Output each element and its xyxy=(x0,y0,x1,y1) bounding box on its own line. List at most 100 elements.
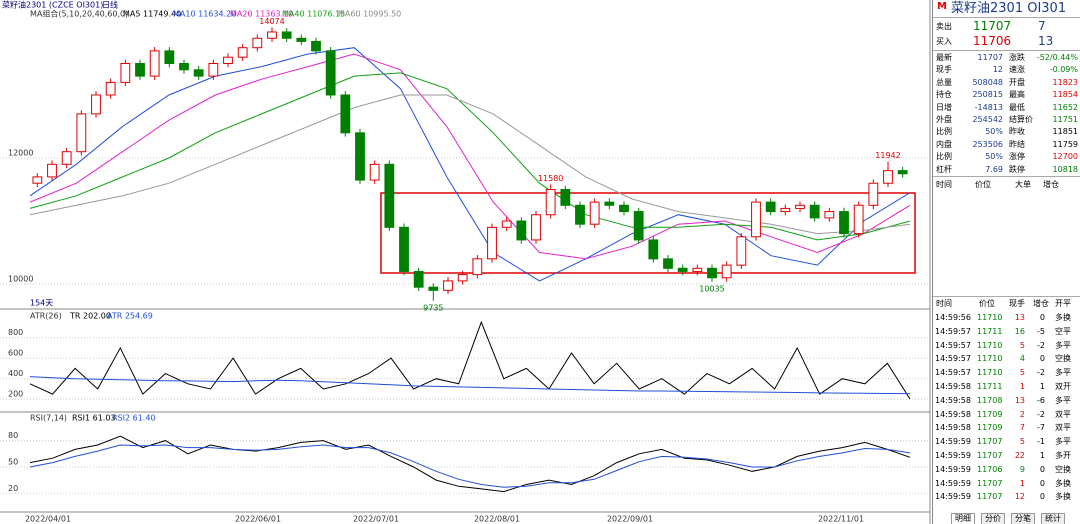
tick-volume: 13 xyxy=(1014,313,1025,322)
candle-body xyxy=(795,204,805,209)
candle-body xyxy=(149,50,160,77)
stat-label: 日增 xyxy=(936,102,952,112)
stat-value: 254542 xyxy=(972,115,1003,124)
tick-time: 14:59:57 xyxy=(935,354,971,364)
tick-action: 多平 xyxy=(1055,368,1071,378)
column-header: 价位 xyxy=(975,180,991,189)
candle-body xyxy=(340,94,351,134)
tick-oi-change: 1 xyxy=(1039,382,1045,391)
y-tick-label: 50 xyxy=(8,457,18,466)
series-line xyxy=(29,376,911,395)
candle-body xyxy=(413,270,424,288)
stat-label: 昨收 xyxy=(1009,127,1025,137)
stat-value: 11751 xyxy=(1052,115,1078,124)
candle-body xyxy=(443,280,453,291)
stat-label: 结算价 xyxy=(1009,115,1033,124)
tick-time: 14:59:57 xyxy=(935,368,971,378)
candle-body xyxy=(868,182,879,206)
tick-action: 空换 xyxy=(1055,464,1071,474)
tick-action: 双开 xyxy=(1055,382,1071,391)
candle-body xyxy=(164,50,175,64)
candle-body xyxy=(721,264,732,279)
candle-body xyxy=(252,37,263,49)
tick-oi-change: -1 xyxy=(1037,437,1045,447)
span-note: 154天 xyxy=(30,299,53,308)
stat-value: -52/0.44% xyxy=(1036,53,1078,62)
y-tick-label: 10000 xyxy=(8,275,33,284)
candle-body xyxy=(839,211,849,235)
order-volume: 7 xyxy=(1038,19,1046,33)
tick-oi-change: -7 xyxy=(1037,423,1045,433)
price-annotation: 10035 xyxy=(699,284,724,293)
stat-label: 外盘 xyxy=(936,115,952,124)
candle-body xyxy=(545,189,556,216)
tick-oi-change: -6 xyxy=(1037,395,1045,405)
window-title: 菜籽油2301 (CZCE OI301) xyxy=(2,0,103,10)
x-tick-label: 2022/08/01 xyxy=(474,515,520,524)
stat-value: 11823 xyxy=(1052,77,1078,87)
stat-value: 11851 xyxy=(1052,127,1078,137)
stat-label: 昨结 xyxy=(1009,139,1025,149)
tick-oi-change: 1 xyxy=(1039,451,1045,460)
tick-oi-change: 0 xyxy=(1039,478,1045,488)
candle-body xyxy=(648,239,659,260)
stat-value: 253506 xyxy=(972,139,1003,149)
legend-item: MA60 10995.50 xyxy=(338,10,401,19)
candle-body xyxy=(707,267,717,279)
column-header: 增仓 xyxy=(1033,299,1049,308)
tick-oi-change: -2 xyxy=(1037,340,1045,350)
candle-body xyxy=(311,40,321,52)
legend-item: MA组合(5,10,20,40,60,0) xyxy=(30,9,128,19)
tab[interactable]: 明细 xyxy=(951,513,975,524)
y-tick-label: 20 xyxy=(8,484,18,493)
order-label: 卖出 xyxy=(936,22,952,31)
tick-time: 14:59:59 xyxy=(935,464,971,474)
quote-panel: M 菜籽油2301 OI301 卖出 11707 7 买入 11706 13 最新 11707 涨跌… xyxy=(932,0,1080,524)
legend-item: MA40 11076.15 xyxy=(282,10,345,19)
tick-price: 11711 xyxy=(977,382,1003,391)
legend-item: TR 202.00 xyxy=(69,312,111,321)
column-header: 时间 xyxy=(936,180,952,189)
tab[interactable]: 统计 xyxy=(1041,513,1065,524)
x-tick-label: 2022/07/01 xyxy=(353,515,399,524)
candle-body xyxy=(633,211,644,241)
tick-oi-change: 0 xyxy=(1039,492,1045,502)
x-tick-label: 2022/06/01 xyxy=(235,515,281,524)
candle-body xyxy=(736,236,747,266)
legend-item: RSI1 61.03 xyxy=(72,414,116,423)
tick-time: 14:59:58 xyxy=(935,395,971,405)
stat-value: 508048 xyxy=(972,77,1003,87)
series-line xyxy=(29,444,911,488)
candle-body xyxy=(355,132,365,181)
instrument-name: 菜籽油2301 OI301 xyxy=(951,1,1067,16)
tick-price: 11710 xyxy=(977,340,1003,350)
price-annotation: 14074 xyxy=(259,17,284,26)
candle-body xyxy=(472,258,483,276)
tick-volume: 5 xyxy=(1019,437,1025,447)
candle-body xyxy=(853,204,864,235)
candle-body xyxy=(193,69,204,77)
stat-label: 比例 xyxy=(936,152,952,162)
candle-body xyxy=(223,56,233,64)
candle-body xyxy=(457,274,468,282)
candle-body xyxy=(604,201,615,206)
tick-oi-change: -2 xyxy=(1037,409,1045,419)
tick-oi-change: 0 xyxy=(1039,313,1045,322)
candle-body xyxy=(105,81,116,96)
period: 日线 xyxy=(102,0,118,10)
tick-action: 多平 xyxy=(1055,340,1071,350)
column-header: 开平 xyxy=(1055,299,1071,308)
series-line xyxy=(29,53,911,260)
highlight-box xyxy=(380,192,916,274)
tick-volume: 4 xyxy=(1019,354,1025,364)
y-tick-label: 400 xyxy=(8,369,23,378)
tick-action: 多平 xyxy=(1055,395,1071,405)
tab[interactable]: 分价 xyxy=(981,513,1005,524)
tab[interactable]: 分笔 xyxy=(1011,513,1035,524)
stat-value: 11854 xyxy=(1052,90,1078,100)
tick-oi-change: -2 xyxy=(1037,368,1045,378)
tick-time: 14:59:59 xyxy=(935,492,971,502)
tick-price: 11709 xyxy=(977,423,1003,433)
x-tick-label: 2022/09/01 xyxy=(607,515,653,524)
price-annotation: 11942 xyxy=(875,151,900,160)
